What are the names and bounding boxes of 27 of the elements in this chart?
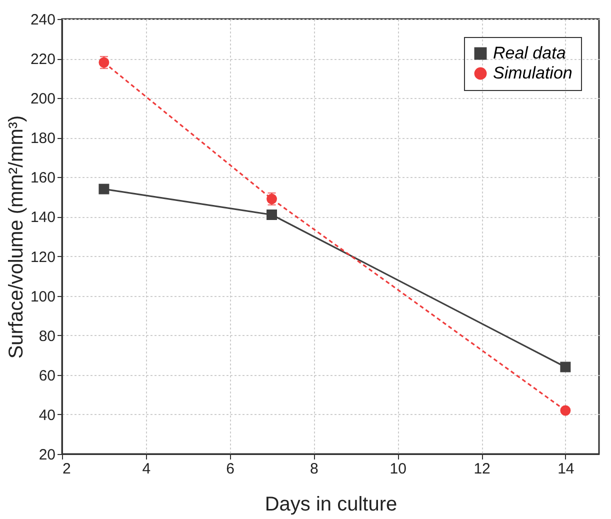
y-tick-label: 220 <box>30 51 56 68</box>
y-tick-label: 60 <box>38 367 56 384</box>
x-tick-label: 14 <box>558 460 574 478</box>
x-tick-label: 12 <box>474 460 490 478</box>
y-tick-label: 160 <box>30 170 56 187</box>
x-axis-title: Days in culture <box>264 494 398 516</box>
y-tick-label: 80 <box>38 328 56 345</box>
x-tick-label: 10 <box>390 460 406 478</box>
point <box>266 210 278 220</box>
point <box>560 405 571 416</box>
y-tick-label: 100 <box>30 288 56 306</box>
y-axis-title: Surface/volume (mm²/mm³) <box>5 115 28 359</box>
y-tick-label: 20 <box>38 446 56 464</box>
y-tick-label: 200 <box>30 90 56 108</box>
x-tick-label: 6 <box>226 460 234 478</box>
y-tick-label: 120 <box>30 248 56 266</box>
legend-label: Simulation <box>493 64 572 82</box>
legend-label: Real data <box>493 44 566 62</box>
y-tick-label: 240 <box>30 12 56 28</box>
y-tick-label: 140 <box>30 209 56 226</box>
x-tick-label: 8 <box>310 460 318 478</box>
point <box>98 184 110 194</box>
x-tick-label: 4 <box>142 460 151 478</box>
x-tick-label: 2 <box>62 460 71 478</box>
y-tick-label: 180 <box>30 130 56 148</box>
point <box>560 362 571 372</box>
y-tick-label: 40 <box>38 406 56 424</box>
